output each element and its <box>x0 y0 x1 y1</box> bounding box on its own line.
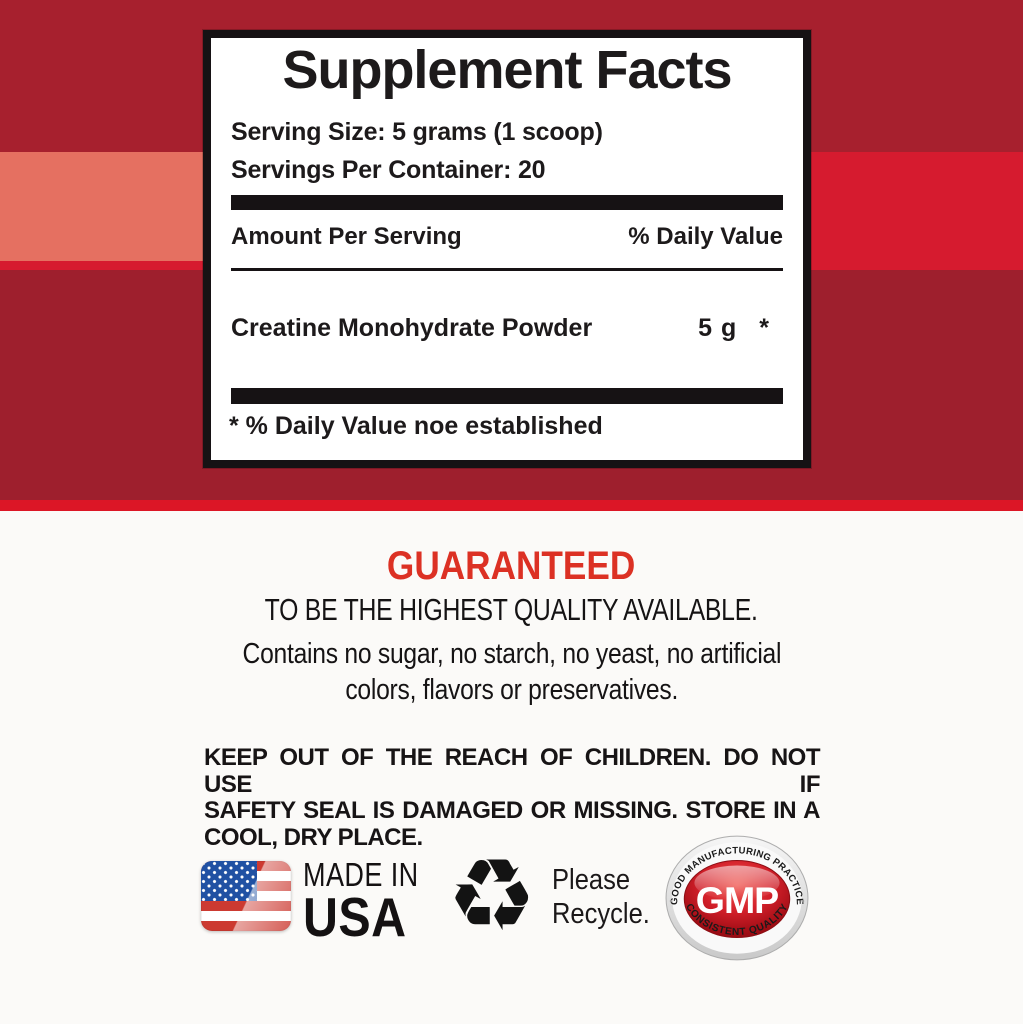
warning-line1: KEEP OUT OF THE REACH OF CHILDREN. DO NO… <box>204 744 821 798</box>
ingredient-amount: 5 g <box>698 314 738 342</box>
thick-divider-top <box>231 195 783 210</box>
guarantee-subtitle: TO BE THE HIGHEST QUALITY AVAILABLE. <box>264 592 759 627</box>
supplement-facts-panel: Supplement Facts Serving Size: 5 grams (… <box>203 30 811 468</box>
amount-per-serving-header: Amount Per Serving <box>231 223 462 250</box>
warning-text: KEEP OUT OF THE REACH OF CHILDREN. DO NO… <box>204 744 821 851</box>
background-stripe-divider <box>0 500 1023 511</box>
recycle-icon: ♻ <box>447 837 537 954</box>
guaranteed-heading: GUARANTEED <box>387 544 636 588</box>
usa-flag-icon <box>201 861 291 931</box>
thin-divider <box>231 268 783 271</box>
servings-per-container: Servings Per Container: 20 <box>231 155 546 184</box>
guarantee-section: GUARANTEED TO BE THE HIGHEST QUALITY AVA… <box>0 544 1023 708</box>
please-recycle-line1: Please <box>552 864 631 896</box>
daily-value-footnote: * % Daily Value noe established <box>229 412 603 440</box>
gmp-center-text: GMP <box>696 879 778 921</box>
please-recycle-line2: Recycle. <box>552 898 650 930</box>
warning-line2: SAFETY SEAL IS DAMAGED OR MISSING. STORE… <box>204 797 821 824</box>
please-recycle-label: Please Recycle. <box>552 863 663 931</box>
ingredient-name: Creatine Monohydrate Powder <box>231 314 593 342</box>
ingredient-daily-value: * <box>759 314 769 342</box>
gmp-left-dot <box>669 899 673 903</box>
guarantee-body-line2: colors, flavors or preservatives. <box>345 674 678 706</box>
serving-size: Serving Size: 5 grams (1 scoop) <box>231 118 603 146</box>
daily-value-header: % Daily Value <box>628 223 783 250</box>
thick-divider-bottom <box>231 388 783 404</box>
guarantee-body-line1: Contains no sugar, no starch, no yeast, … <box>242 638 781 670</box>
guarantee-body: Contains no sugar, no starch, no yeast, … <box>0 636 1023 708</box>
gmp-right-dot <box>801 899 805 903</box>
gmp-seal: GOOD MANUFACTURING PRACTICE CONSISTENT Q… <box>665 835 809 961</box>
made-in-usa-badge: MADE IN USA <box>303 856 444 948</box>
background-band-salmon <box>0 152 204 261</box>
usa-label: USA <box>303 886 407 948</box>
supplement-facts-inner: Supplement Facts Serving Size: 5 grams (… <box>211 38 803 460</box>
ingredient-row: Creatine Monohydrate Powder 5 g * <box>231 312 783 344</box>
usa-flag-gloss <box>201 861 291 931</box>
gmp-gloss <box>694 865 780 901</box>
serving-info: Serving Size: 5 grams (1 scoop) Servings… <box>231 114 783 189</box>
facts-header-row: Amount Per Serving % Daily Value <box>231 222 783 252</box>
supplement-facts-title: Supplement Facts <box>282 40 732 100</box>
warning-line3: COOL, DRY PLACE. <box>204 823 423 851</box>
made-in-label: MADE IN <box>303 856 419 893</box>
